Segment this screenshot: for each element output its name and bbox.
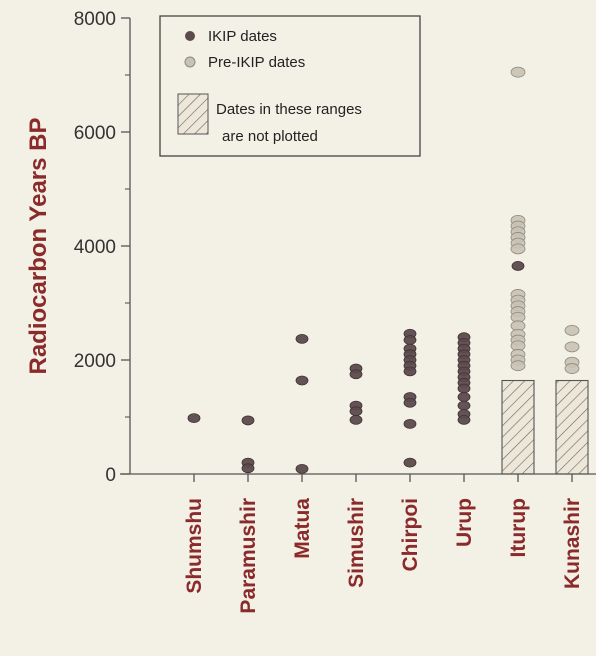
legend-pre-ikip-label: Pre-IKIP dates [208, 54, 305, 71]
pre-ikip-point [510, 360, 526, 372]
legend-not-plotted-line-2: are not plotted [222, 128, 318, 145]
pre-ikip-point [510, 243, 526, 255]
y-tick-label: 8000 [74, 9, 116, 30]
ikip-point [457, 414, 471, 425]
x-tick-label: Simushir [345, 498, 368, 588]
ikip-point [457, 392, 471, 402]
x-tick-label: Urup [453, 498, 476, 547]
legend-box [159, 15, 421, 157]
not-plotted-range [555, 379, 589, 475]
y-tick-label: 6000 [74, 123, 116, 144]
ikip-point [241, 415, 255, 426]
x-tick-label: Iturup [507, 498, 530, 557]
ikip-point [403, 335, 417, 345]
ikip-point [403, 418, 417, 429]
ikip-point [403, 366, 417, 377]
not-plotted-ranges [501, 379, 589, 475]
ikip-point [457, 400, 471, 411]
legend-ikip-label: IKIP dates [208, 28, 277, 45]
pre-ikip-point [510, 66, 526, 78]
y-axis-title: Radiocarbon Years BP [25, 118, 52, 375]
ikip-point [295, 375, 309, 386]
ikip-point [187, 413, 201, 424]
ikip-point [349, 369, 363, 380]
x-tick-label: Kunashir [561, 498, 584, 589]
ikip-point [295, 463, 309, 474]
x-tick-label: Chirpoi [399, 498, 422, 572]
ikip-point [457, 383, 471, 394]
data-points [187, 66, 580, 474]
ikip-point [403, 457, 417, 468]
legend-hatch-swatch [177, 93, 209, 135]
x-ticks: Shumshu Paramushir Matua Simushir Chirpoi Uru… [183, 474, 584, 614]
x-tick-label: Matua [291, 498, 314, 559]
x-tick-label: Shumshu [183, 498, 206, 594]
not-plotted-range [501, 379, 535, 475]
legend-pre-ikip-marker [184, 56, 196, 68]
y-tick-label: 4000 [74, 237, 116, 258]
legend-not-plotted-line-1: Dates in these ranges [216, 101, 362, 118]
plot-area: 0 2000 4000 6000 8000 Shumshu Paramushir Matua… [74, 9, 596, 614]
ikip-point [511, 261, 525, 271]
pre-ikip-point [564, 363, 580, 374]
ikip-point [403, 397, 417, 408]
ikip-point [295, 334, 309, 344]
legend-ikip-marker [185, 31, 195, 41]
y-tick-label: 2000 [74, 351, 116, 372]
pre-ikip-point [564, 341, 580, 353]
ikip-point [241, 463, 255, 474]
x-tick-label: Paramushir [237, 498, 260, 614]
pre-ikip-point [564, 324, 580, 336]
ikip-point [349, 406, 363, 417]
y-tick-label: 0 [105, 465, 116, 486]
y-ticks: 0 2000 4000 6000 8000 [74, 9, 130, 486]
ikip-point [349, 414, 363, 425]
legend: IKIP dates Pre-IKIP dates Dates in these… [159, 15, 421, 157]
